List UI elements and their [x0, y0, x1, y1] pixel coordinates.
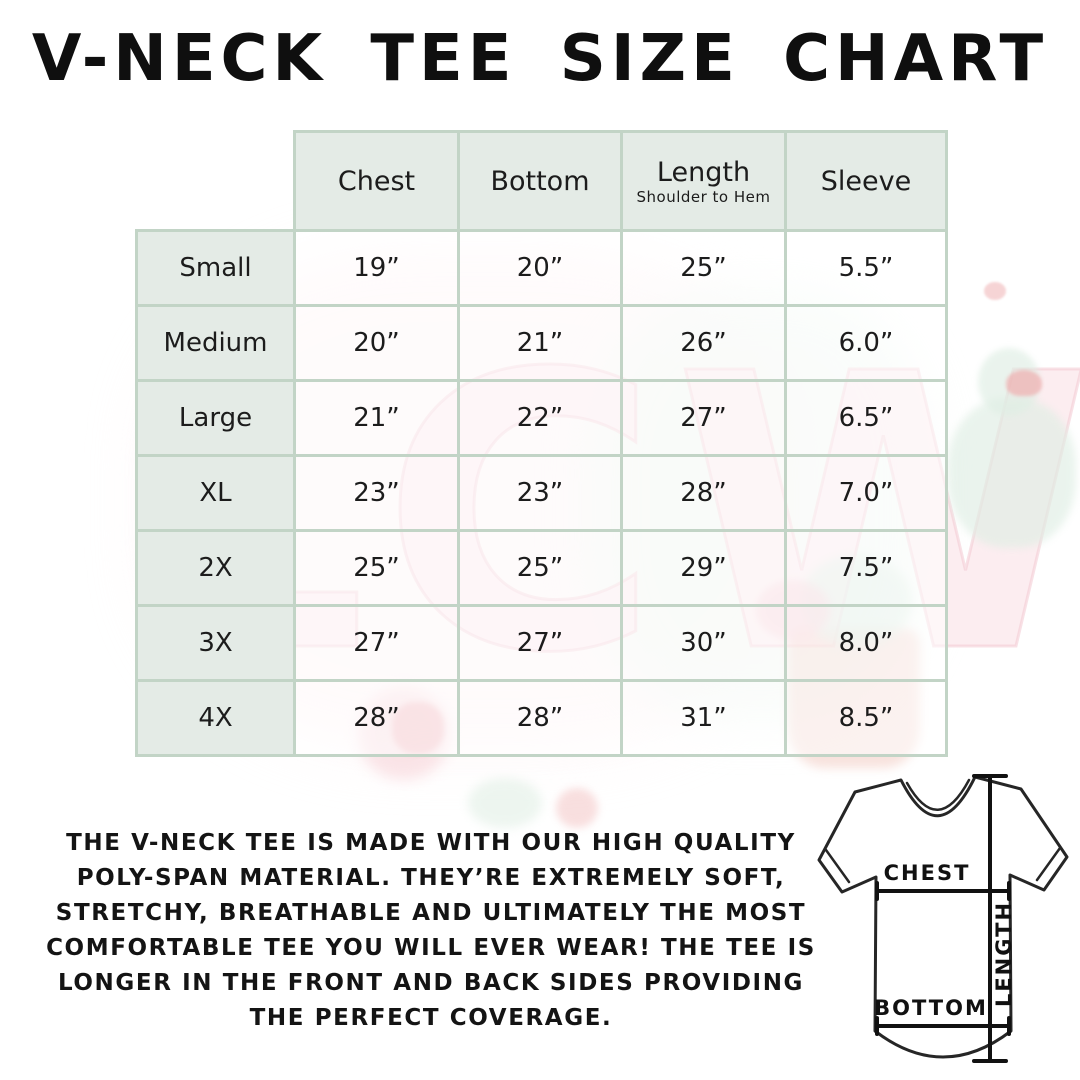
sleeve-value: 5.5”: [784, 229, 948, 307]
chest-measure-label: CHEST: [884, 861, 971, 885]
watermark-cactus-pad-icon: [978, 348, 1040, 416]
bottom-measure-label: BOTTOM: [874, 996, 988, 1020]
table-row: XL 23” 23” 28” 7.0”: [135, 454, 948, 532]
bottom-value: 28”: [457, 679, 623, 757]
table-row: Small 19” 20” 25” 5.5”: [135, 229, 948, 307]
table-row: 2X 25” 25” 29” 7.5”: [135, 529, 948, 607]
chest-value: 21”: [293, 379, 460, 457]
chest-value: 23”: [293, 454, 460, 532]
length-value: 30”: [620, 604, 787, 682]
length-value: 26”: [620, 304, 787, 382]
size-label: 2X: [135, 529, 296, 607]
size-label: 3X: [135, 604, 296, 682]
length-value: 29”: [620, 529, 787, 607]
watermark-sprig-icon: [468, 778, 542, 828]
chest-value: 28”: [293, 679, 460, 757]
column-header-length: Length Shoulder to Hem: [620, 130, 787, 232]
collar-inner-line: [905, 778, 971, 811]
watermark-berry-icon: [556, 788, 598, 828]
chest-value: 20”: [293, 304, 460, 382]
size-label: Large: [135, 379, 296, 457]
sleeve-value: 8.5”: [784, 679, 948, 757]
column-header-sleeve: Sleeve: [784, 130, 948, 232]
column-header-sub: Shoulder to Hem: [636, 187, 771, 206]
tee-measurement-diagram: CHEST BOTTOM LENGTH: [817, 774, 1069, 1063]
description-line: COMFORTABLE TEE YOU WILL EVER WEAR! THE …: [46, 935, 816, 961]
sleeve-value: 6.0”: [784, 304, 948, 382]
description-line: LONGER IN THE FRONT AND BACK SIDES PROVI…: [57, 970, 805, 996]
length-value: 28”: [620, 454, 787, 532]
sleeve-value: 6.5”: [784, 379, 948, 457]
left-cuff-line: [824, 848, 851, 884]
page-title: V-NECK TEE SIZE CHART: [31, 22, 1049, 96]
size-label: Medium: [135, 304, 296, 382]
table-row: 4X 28” 28” 31” 8.5”: [135, 679, 948, 757]
column-header-label: Chest: [337, 165, 416, 197]
description-line: POLY-SPAN MATERIAL. THEY’RE EXTREMELY SO…: [76, 865, 786, 891]
description-line: STRETCHY, BREATHABLE AND ULTIMATELY THE …: [55, 900, 807, 926]
bottom-value: 22”: [457, 379, 623, 457]
column-header-bottom: Bottom: [457, 130, 623, 232]
column-header-label: Bottom: [490, 165, 590, 197]
chest-value: 25”: [293, 529, 460, 607]
watermark-small-flower-icon: [984, 282, 1006, 300]
table-row: 3X 27” 27” 30” 8.0”: [135, 604, 948, 682]
watermark-cactus-icon: [948, 398, 1076, 548]
length-value: 25”: [620, 229, 787, 307]
table-header-row: Chest Bottom Length Shoulder to Hem Slee…: [137, 130, 948, 232]
bottom-value: 27”: [457, 604, 623, 682]
bottom-value: 25”: [457, 529, 623, 607]
length-value: 31”: [620, 679, 787, 757]
chest-value: 27”: [293, 604, 460, 682]
sleeve-value: 7.5”: [784, 529, 948, 607]
product-description: THE V-NECK TEE IS MADE WITH OUR HIGH QUA…: [20, 826, 842, 1036]
table-corner-cell: [137, 132, 295, 231]
column-header-chest: Chest: [293, 130, 460, 232]
bottom-value: 20”: [457, 229, 623, 307]
size-label: 4X: [135, 679, 296, 757]
size-label: XL: [135, 454, 296, 532]
right-cuff-line: [1035, 846, 1062, 882]
bottom-value: 23”: [457, 454, 623, 532]
description-line: THE V-NECK TEE IS MADE WITH OUR HIGH QUA…: [66, 830, 796, 856]
size-table: Chest Bottom Length Shoulder to Hem Slee…: [135, 130, 948, 757]
description-line: THE PERFECT COVERAGE.: [249, 1005, 613, 1031]
chest-value: 19”: [293, 229, 460, 307]
size-label: Small: [135, 229, 296, 307]
length-measure-label: LENGTH: [992, 901, 1016, 1007]
sleeve-value: 7.0”: [784, 454, 948, 532]
sleeve-value: 8.0”: [784, 604, 948, 682]
column-header-label: Sleeve: [820, 165, 912, 197]
watermark-flower-icon: [1006, 370, 1042, 396]
length-value: 27”: [620, 379, 787, 457]
table-row: Large 21” 22” 27” 6.5”: [135, 379, 948, 457]
column-header-label: Length: [656, 156, 751, 188]
bottom-value: 21”: [457, 304, 623, 382]
table-row: Medium 20” 21” 26” 6.0”: [135, 304, 948, 382]
